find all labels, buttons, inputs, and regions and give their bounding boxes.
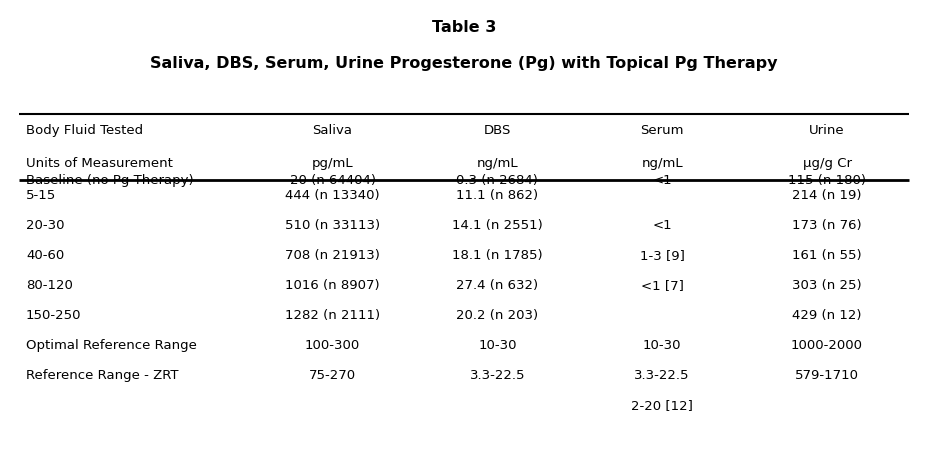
Text: Table 3: Table 3 — [431, 20, 496, 35]
Text: 0.3 (n 2684): 0.3 (n 2684) — [456, 174, 538, 186]
Text: 444 (n 13340): 444 (n 13340) — [285, 189, 379, 202]
Text: µg/g Cr: µg/g Cr — [802, 157, 851, 170]
Text: ng/mL: ng/mL — [476, 157, 517, 170]
Text: 5-15: 5-15 — [26, 189, 57, 202]
Text: <1: <1 — [652, 219, 671, 232]
Text: Saliva, DBS, Serum, Urine Progesterone (Pg) with Topical Pg Therapy: Saliva, DBS, Serum, Urine Progesterone (… — [150, 56, 777, 71]
Text: 214 (n 19): 214 (n 19) — [792, 189, 861, 202]
Text: 80-120: 80-120 — [26, 279, 73, 292]
Text: Units of Measurement: Units of Measurement — [26, 157, 172, 170]
Text: 1-3 [9]: 1-3 [9] — [639, 249, 684, 262]
Text: 115 (n 180): 115 (n 180) — [787, 174, 865, 186]
Text: Serum: Serum — [640, 124, 683, 137]
Text: Body Fluid Tested: Body Fluid Tested — [26, 124, 143, 137]
Text: 150-250: 150-250 — [26, 309, 82, 322]
Text: 10-30: 10-30 — [477, 339, 516, 352]
Text: 20.2 (n 203): 20.2 (n 203) — [456, 309, 538, 322]
Text: 14.1 (n 2551): 14.1 (n 2551) — [451, 219, 542, 232]
Text: 3.3-22.5: 3.3-22.5 — [469, 369, 525, 382]
Text: Baseline (no Pg Therapy): Baseline (no Pg Therapy) — [26, 174, 194, 186]
Text: 27.4 (n 632): 27.4 (n 632) — [456, 279, 538, 292]
Text: 1016 (n 8907): 1016 (n 8907) — [285, 279, 379, 292]
Text: 40-60: 40-60 — [26, 249, 64, 262]
Text: 100-300: 100-300 — [305, 339, 360, 352]
Text: 173 (n 76): 173 (n 76) — [792, 219, 861, 232]
Text: 11.1 (n 862): 11.1 (n 862) — [456, 189, 538, 202]
Text: 303 (n 25): 303 (n 25) — [792, 279, 861, 292]
Text: Reference Range - ZRT: Reference Range - ZRT — [26, 369, 178, 382]
Text: 3.3-22.5: 3.3-22.5 — [634, 369, 690, 382]
Text: 1282 (n 2111): 1282 (n 2111) — [285, 309, 380, 322]
Text: 20-30: 20-30 — [26, 219, 64, 232]
Text: Optimal Reference Range: Optimal Reference Range — [26, 339, 197, 352]
Text: 579-1710: 579-1710 — [794, 369, 858, 382]
Text: pg/mL: pg/mL — [311, 157, 353, 170]
Text: 161 (n 55): 161 (n 55) — [792, 249, 861, 262]
Text: 510 (n 33113): 510 (n 33113) — [285, 219, 380, 232]
Text: 708 (n 21913): 708 (n 21913) — [285, 249, 380, 262]
Text: DBS: DBS — [483, 124, 511, 137]
Text: 75-270: 75-270 — [309, 369, 356, 382]
Text: ng/mL: ng/mL — [641, 157, 682, 170]
Text: 10-30: 10-30 — [642, 339, 680, 352]
Text: <1: <1 — [652, 174, 671, 186]
Text: 429 (n 12): 429 (n 12) — [792, 309, 861, 322]
Text: 1000-2000: 1000-2000 — [790, 339, 862, 352]
Text: 20 (n 64404): 20 (n 64404) — [289, 174, 375, 186]
Text: 18.1 (n 1785): 18.1 (n 1785) — [451, 249, 542, 262]
Text: Saliva: Saliva — [312, 124, 352, 137]
Text: 2-20 [12]: 2-20 [12] — [630, 399, 692, 412]
Text: <1 [7]: <1 [7] — [640, 279, 683, 292]
Text: Urine: Urine — [808, 124, 844, 137]
